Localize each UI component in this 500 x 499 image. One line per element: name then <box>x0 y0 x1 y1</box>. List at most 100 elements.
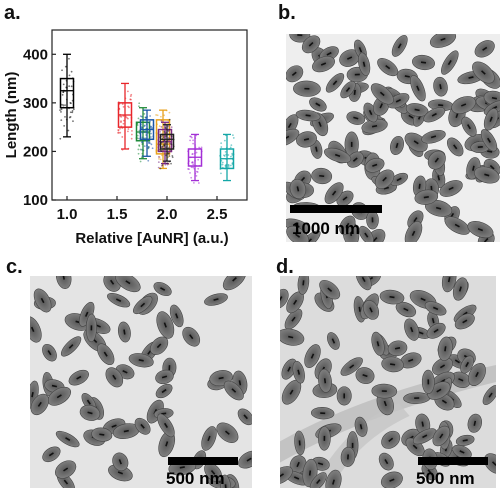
particle-core <box>117 471 124 475</box>
particle <box>412 428 437 445</box>
data-point <box>190 176 193 179</box>
particle-core <box>308 470 312 476</box>
particle-core <box>462 319 468 324</box>
particle-core <box>84 311 89 317</box>
data-point <box>192 139 194 142</box>
particle-core <box>305 114 311 117</box>
box-plot-chart: 100 200 300 400 1.0 1.5 2.0 2.5 Length (nm) Re… <box>3 29 248 247</box>
panel-label-a: a. <box>4 2 21 24</box>
support-film <box>312 403 410 488</box>
particle <box>371 383 398 399</box>
data-point <box>157 161 160 164</box>
particle-core <box>168 365 171 371</box>
particle <box>414 189 439 205</box>
data-point <box>138 145 141 147</box>
particle-core <box>462 439 468 442</box>
data-point <box>160 126 163 128</box>
data-point <box>148 120 151 123</box>
data-point <box>131 129 133 132</box>
particle-core <box>320 62 327 66</box>
particle-core <box>420 297 426 302</box>
particle-core <box>410 326 414 333</box>
particle <box>468 362 486 387</box>
data-point <box>67 129 70 132</box>
data-point <box>167 139 170 142</box>
particle <box>432 357 453 376</box>
data-point <box>60 111 62 113</box>
particle <box>461 116 477 137</box>
particle <box>318 426 331 451</box>
particle-core <box>76 375 82 380</box>
data-point <box>150 136 152 138</box>
particle-core <box>288 335 294 339</box>
particle-core <box>207 435 211 442</box>
box-body <box>59 77 75 109</box>
particle <box>289 34 311 43</box>
particle-core <box>423 196 429 199</box>
particle-core <box>448 186 454 191</box>
particle <box>134 417 151 435</box>
box-body <box>157 128 173 153</box>
particle-core <box>483 237 489 242</box>
particle-core <box>447 60 452 66</box>
scale-bar-label-c: 500 nm <box>166 469 225 488</box>
y-tick-label: 100 <box>23 192 48 209</box>
data-point <box>189 139 191 142</box>
particle <box>437 336 453 361</box>
data-point <box>163 139 166 142</box>
particle <box>295 109 321 122</box>
data-point <box>149 125 152 128</box>
particle-core <box>376 341 380 347</box>
data-point <box>143 145 146 148</box>
particle <box>91 427 113 442</box>
particle-core <box>395 142 399 149</box>
particle-core <box>427 379 430 385</box>
particle <box>339 215 356 236</box>
particle-core <box>477 227 484 232</box>
particle-core <box>364 232 369 238</box>
particle <box>182 326 201 347</box>
particle-core <box>51 384 58 388</box>
particle-core <box>238 380 242 386</box>
data-point <box>139 160 142 163</box>
particle-core <box>315 146 318 152</box>
particle <box>427 150 446 170</box>
particle <box>452 277 468 301</box>
box-series <box>159 118 175 170</box>
data-point <box>69 111 72 114</box>
particle <box>424 301 447 316</box>
particle <box>451 96 476 114</box>
particle-core <box>326 51 332 56</box>
particle <box>378 452 394 471</box>
particle <box>460 355 475 374</box>
particle <box>55 430 80 448</box>
particle-core <box>218 376 224 380</box>
particle-core <box>418 331 424 335</box>
particle-core <box>112 374 117 380</box>
particle <box>286 225 309 242</box>
particle-core <box>118 459 122 465</box>
scale-bar-label-d: 500 nm <box>416 469 475 488</box>
particle-core <box>224 430 230 435</box>
data-point <box>138 102 141 105</box>
particle-core <box>103 351 108 357</box>
data-point <box>231 152 234 155</box>
particle <box>309 472 327 488</box>
data-point <box>158 125 161 128</box>
particle-core <box>161 375 168 379</box>
particle <box>286 128 300 147</box>
particle-core <box>420 61 427 64</box>
particle-core <box>487 137 491 143</box>
scale-bar-c <box>168 457 238 465</box>
particle-core <box>48 452 54 457</box>
particle-core <box>439 84 442 90</box>
particle-core <box>369 307 373 313</box>
particle-core <box>350 141 353 147</box>
particle-core <box>327 287 333 292</box>
particle-core <box>179 466 185 469</box>
data-point <box>162 136 165 139</box>
particle-core <box>431 317 435 324</box>
particle <box>220 474 232 488</box>
particle-core <box>304 87 310 90</box>
particle <box>157 413 175 438</box>
